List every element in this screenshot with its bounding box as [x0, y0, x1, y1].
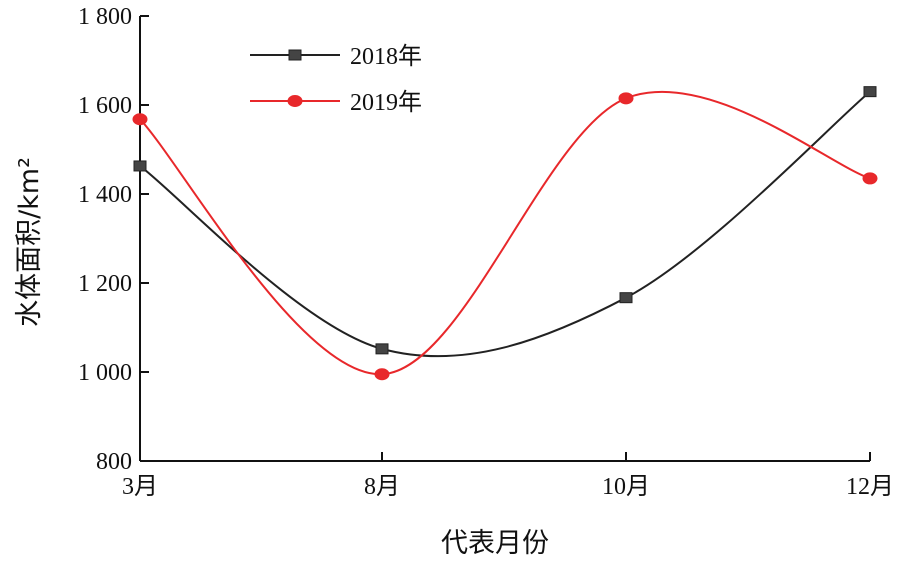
- series-line: [139, 90, 871, 376]
- series-layer: [132, 86, 878, 381]
- axes: 800 1 000 1 200 1 400 1 600 1 800 3月 8月 10月 12月: [78, 4, 894, 500]
- y-tick-label: 1 600: [78, 93, 132, 119]
- data-point: [375, 343, 389, 355]
- y-tick-label: 1 200: [78, 271, 132, 297]
- x-tick-label: 10月: [602, 474, 650, 500]
- data-point: [862, 172, 878, 185]
- legend-label: 2019年: [350, 89, 422, 116]
- y-tick-label: 1 400: [78, 182, 132, 208]
- data-point: [374, 368, 390, 381]
- y-tick-label: 1 000: [78, 360, 132, 386]
- legend-label: 2018年: [350, 43, 422, 70]
- x-tick-label: 3月: [122, 474, 158, 500]
- series-2: [132, 90, 878, 381]
- series-1: [133, 86, 877, 358]
- x-tick-label: 8月: [364, 474, 400, 500]
- data-point: [132, 113, 148, 126]
- series-line: [139, 90, 871, 358]
- x-axis-title: 代表月份: [441, 528, 549, 559]
- data-point: [619, 292, 633, 304]
- data-point: [863, 86, 877, 98]
- x-tick-label: 12月: [846, 474, 894, 500]
- data-point: [133, 160, 147, 172]
- y-axis-title: 水体面积/km²: [14, 157, 45, 327]
- legend-marker: [288, 49, 302, 61]
- y-tick-label: 800: [96, 449, 132, 475]
- legend: 2018年 2019年: [250, 43, 422, 116]
- legend-marker: [287, 95, 303, 107]
- y-tick-label: 1 800: [78, 4, 132, 30]
- data-point: [618, 92, 634, 105]
